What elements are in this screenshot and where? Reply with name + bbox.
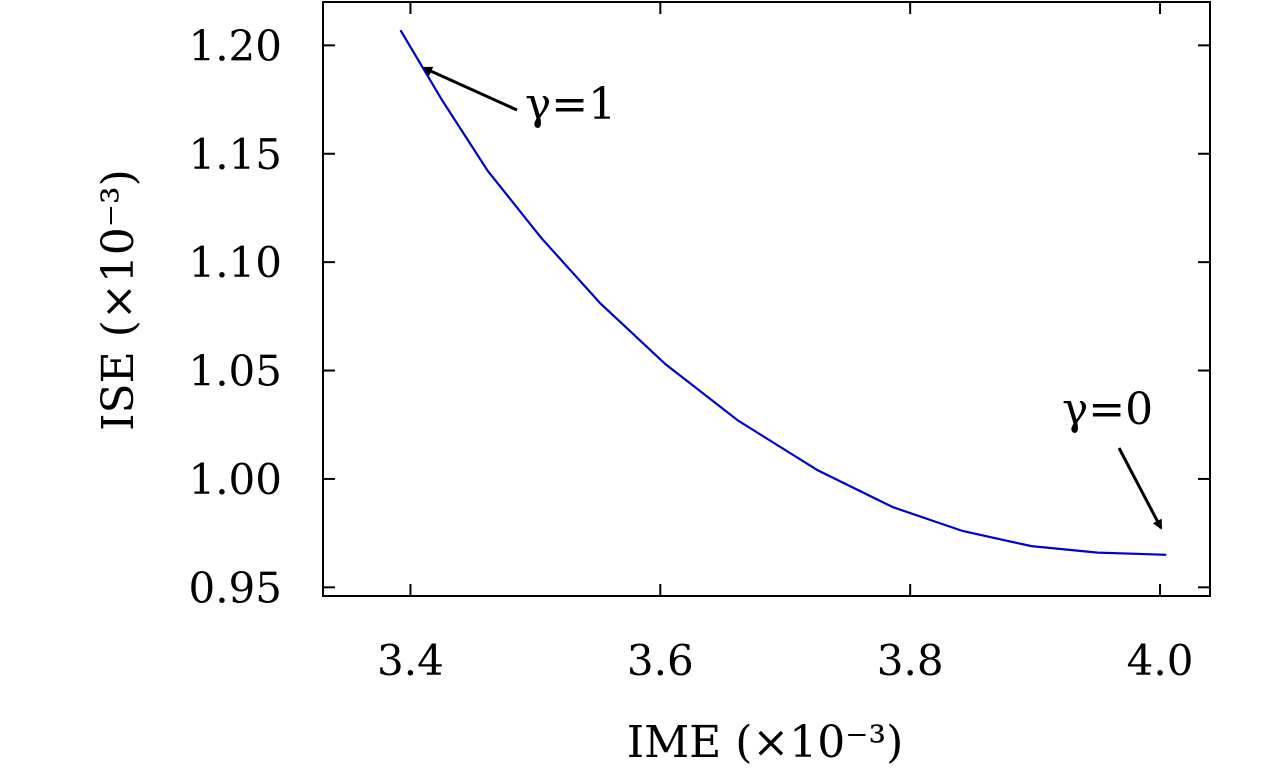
x-tick-label: 3.8 <box>877 636 944 685</box>
y-tick-label: 1.15 <box>188 130 282 179</box>
x-tick-label: 3.4 <box>377 636 444 685</box>
y-tick-label: 1.10 <box>188 238 282 287</box>
y-tick-label: 1.20 <box>188 21 282 70</box>
x-tick-label: 3.6 <box>627 636 694 685</box>
annotation-arrow-gamma0 <box>1117 447 1163 530</box>
x-tick-label: 4.0 <box>1127 636 1194 685</box>
y-axis-label: ISE (×10⁻³) <box>93 169 144 431</box>
y-tick-label: 0.95 <box>188 563 282 612</box>
axis-ticks <box>323 2 1210 596</box>
tick-labels: 3.4 3.6 3.8 4.0 0.95 1.00 1.05 1.10 1.15 1.20 <box>188 21 1193 685</box>
y-tick-label: 1.00 <box>188 455 282 504</box>
y-tick-label: 1.05 <box>188 347 282 396</box>
series-line <box>399 29 1167 556</box>
annotation-gamma0: γ=0 <box>1062 384 1153 435</box>
plot-frame <box>322 1 1211 597</box>
annotation-gamma1: γ=1 <box>525 79 616 130</box>
annotation-arrow-gamma1 <box>422 66 518 112</box>
x-axis-label: IME (×10⁻³) <box>627 717 904 768</box>
